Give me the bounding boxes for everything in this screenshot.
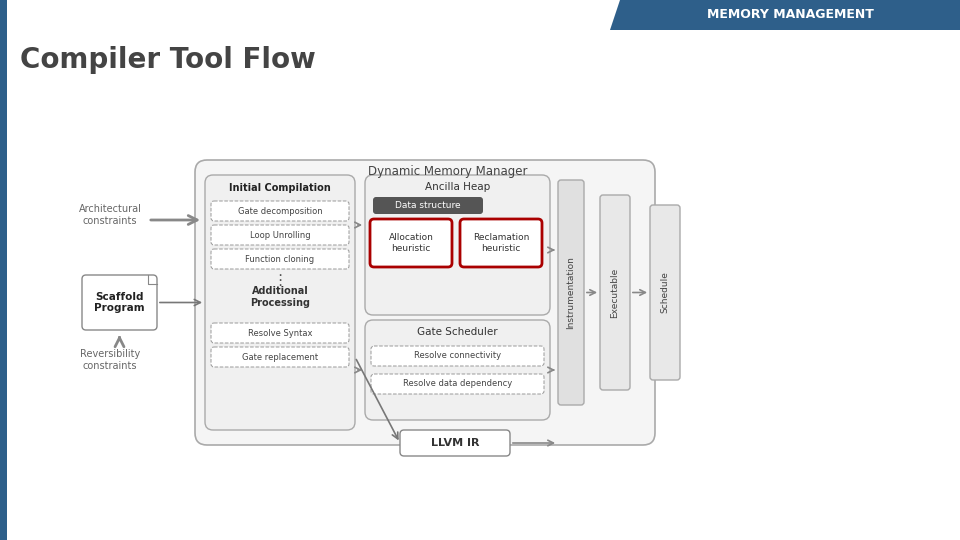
Text: Data structure: Data structure	[396, 201, 461, 210]
Text: Instrumentation: Instrumentation	[566, 256, 575, 329]
FancyBboxPatch shape	[371, 374, 544, 394]
Text: Ancilla Heap: Ancilla Heap	[425, 182, 491, 192]
FancyBboxPatch shape	[650, 205, 680, 380]
FancyBboxPatch shape	[211, 201, 349, 221]
Text: Resolve Syntax: Resolve Syntax	[248, 328, 312, 338]
FancyBboxPatch shape	[373, 197, 483, 214]
FancyBboxPatch shape	[558, 180, 584, 405]
Text: Resolve data dependency: Resolve data dependency	[403, 380, 512, 388]
Text: Function cloning: Function cloning	[246, 254, 315, 264]
Polygon shape	[610, 0, 960, 30]
Text: Gate Scheduler: Gate Scheduler	[418, 327, 498, 337]
FancyBboxPatch shape	[211, 347, 349, 367]
Text: Resolve connectivity: Resolve connectivity	[414, 352, 501, 361]
FancyBboxPatch shape	[371, 346, 544, 366]
FancyBboxPatch shape	[600, 195, 630, 390]
Text: Compiler Tool Flow: Compiler Tool Flow	[20, 46, 316, 74]
Text: Allocation
heuristic: Allocation heuristic	[389, 233, 433, 253]
Text: Reversibility
constraints: Reversibility constraints	[80, 349, 140, 371]
FancyBboxPatch shape	[82, 275, 157, 330]
FancyBboxPatch shape	[460, 219, 542, 267]
FancyBboxPatch shape	[400, 430, 510, 456]
FancyBboxPatch shape	[365, 175, 550, 315]
Text: Initial Compilation: Initial Compilation	[229, 183, 331, 193]
Text: Gate replacement: Gate replacement	[242, 353, 318, 361]
Text: Schedule: Schedule	[660, 272, 669, 313]
Text: Gate decomposition: Gate decomposition	[238, 206, 323, 215]
FancyBboxPatch shape	[0, 0, 7, 540]
Text: Reclamation
heuristic: Reclamation heuristic	[473, 233, 529, 253]
FancyBboxPatch shape	[370, 219, 452, 267]
Text: Additional
Processing: Additional Processing	[250, 286, 310, 308]
Text: Loop Unrolling: Loop Unrolling	[250, 231, 310, 240]
FancyBboxPatch shape	[211, 323, 349, 343]
FancyBboxPatch shape	[211, 249, 349, 269]
FancyBboxPatch shape	[365, 320, 550, 420]
Text: MEMORY MANAGEMENT: MEMORY MANAGEMENT	[707, 9, 874, 22]
FancyBboxPatch shape	[211, 225, 349, 245]
FancyBboxPatch shape	[205, 175, 355, 430]
Text: Dynamic Memory Manager: Dynamic Memory Manager	[369, 165, 528, 179]
Text: Executable: Executable	[611, 267, 619, 318]
Text: Scaffold
Program: Scaffold Program	[94, 292, 145, 313]
FancyBboxPatch shape	[195, 160, 655, 445]
Text: LLVM IR: LLVM IR	[431, 438, 479, 448]
Text: Architectural
constraints: Architectural constraints	[79, 204, 141, 226]
Text: ⋮: ⋮	[273, 273, 288, 287]
